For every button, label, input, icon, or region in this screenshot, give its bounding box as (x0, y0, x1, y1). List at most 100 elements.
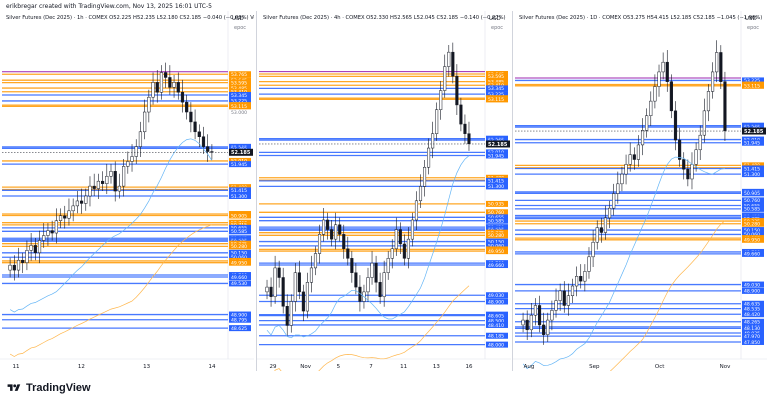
price-label-bg (486, 317, 508, 324)
current-price-label: 52.185 (231, 150, 251, 156)
price-label: 53.225 (744, 78, 760, 84)
price-label: 50.905 (744, 191, 760, 197)
price-label: 50.585 (744, 207, 760, 213)
tradingview-logo-text: TradingView (26, 382, 91, 394)
candle-body (431, 133, 435, 149)
price-label: 53.595 (231, 80, 247, 86)
candle-body (33, 245, 37, 254)
axis-note: epoc (234, 25, 246, 31)
candle-body (313, 253, 318, 269)
candle-body (285, 306, 289, 326)
currency-label: USD (489, 16, 501, 22)
candle-body (366, 277, 370, 293)
candle-body (122, 166, 126, 187)
price-label: 50.760 (488, 210, 504, 216)
price-label-bg (229, 254, 251, 261)
moving-average-blue (266, 155, 470, 339)
candle-body (427, 147, 431, 168)
moving-average-blue (9, 138, 213, 313)
price-label: 48.900 (488, 299, 504, 305)
candle-body (301, 291, 305, 312)
price-label-bg (742, 250, 764, 257)
chart-panel-4h[interactable]: Silver Futures (Dec 2025) · 4h · COMEX O… (256, 11, 511, 371)
price-label: 50.150 (231, 251, 247, 257)
candle-body (579, 276, 583, 282)
x-tick-label: Nov (300, 364, 311, 370)
current-price-label: 52.185 (488, 142, 508, 148)
price-label: 51.415 (488, 179, 504, 185)
price-label-bg (742, 139, 764, 146)
candle-body (435, 109, 439, 134)
price-label-bg (229, 145, 251, 152)
price-label: 53.115 (231, 104, 247, 110)
chart-panel-1d[interactable]: Silver Futures (Dec 2025) · 1D · COMEX O… (512, 11, 767, 371)
price-label-bg (486, 312, 508, 319)
candle-body (665, 61, 669, 82)
price-label-bg (486, 232, 508, 239)
candle-body (550, 310, 554, 321)
candle-body (570, 285, 575, 296)
candle-body (706, 91, 711, 112)
price-label: 47.850 (744, 340, 760, 346)
price-label-bg (229, 280, 251, 287)
price-label: 53.225 (231, 99, 247, 105)
candle-body (168, 77, 172, 88)
candle-body (46, 230, 50, 236)
candle-body (12, 264, 16, 271)
candle-body (71, 205, 75, 212)
price-label-bg (742, 305, 764, 312)
price-label-bg (229, 224, 251, 231)
candle-body (439, 90, 443, 110)
tradingview-logo: TradingView (6, 382, 91, 394)
candle-body (265, 286, 269, 293)
candle-body (558, 290, 562, 301)
candle-body (189, 111, 193, 123)
x-tick-label: 13 (433, 364, 440, 370)
candle-body (616, 183, 620, 194)
currency-label: USD (745, 16, 757, 22)
price-label-bg (486, 292, 508, 299)
price-label: 53.345 (488, 86, 504, 92)
candle-body (334, 224, 338, 240)
candle-body (599, 227, 603, 233)
candle-body (402, 243, 406, 259)
price-label: 53.000 (231, 110, 247, 116)
price-label: 48.000 (488, 342, 504, 348)
candle-body (686, 168, 690, 180)
candle-body (109, 171, 113, 177)
price-label-bg (486, 209, 508, 216)
candle-body (533, 305, 537, 316)
candle-body (134, 146, 138, 157)
chart-panel-1h[interactable]: Silver Futures (Dec 2025) · 1h · COMEX O… (0, 11, 254, 371)
moving-average-orange (274, 285, 470, 371)
price-label: 50.280 (488, 233, 504, 239)
price-label-bg (742, 300, 764, 307)
candle-body (269, 286, 273, 297)
candle-body (653, 86, 657, 102)
candle-body (370, 262, 374, 278)
price-label-bg (229, 243, 251, 250)
price-label: 50.935 (488, 202, 504, 208)
candle-body (113, 171, 117, 192)
price-label-bg (742, 325, 764, 332)
price-label-bg (742, 318, 764, 325)
candle-body (29, 245, 33, 251)
price-label-bg (229, 228, 251, 235)
candle-body (281, 277, 285, 307)
candle-body (521, 319, 525, 326)
price-label-bg (486, 152, 508, 159)
candle-body (378, 282, 382, 297)
price-label-bg (486, 96, 508, 103)
candle-body (447, 51, 451, 67)
candle-body (587, 256, 591, 272)
price-label-bg (742, 333, 764, 340)
price-label: 49.030 (744, 282, 760, 288)
price-label-bg (229, 325, 251, 332)
price-label-bg (486, 262, 508, 269)
price-label: 49.660 (231, 275, 247, 281)
candle-body (159, 72, 164, 93)
x-tick-label: 11 (13, 364, 20, 370)
price-label-bg (486, 200, 508, 207)
candle-body (326, 219, 330, 230)
candle-body (463, 123, 467, 134)
